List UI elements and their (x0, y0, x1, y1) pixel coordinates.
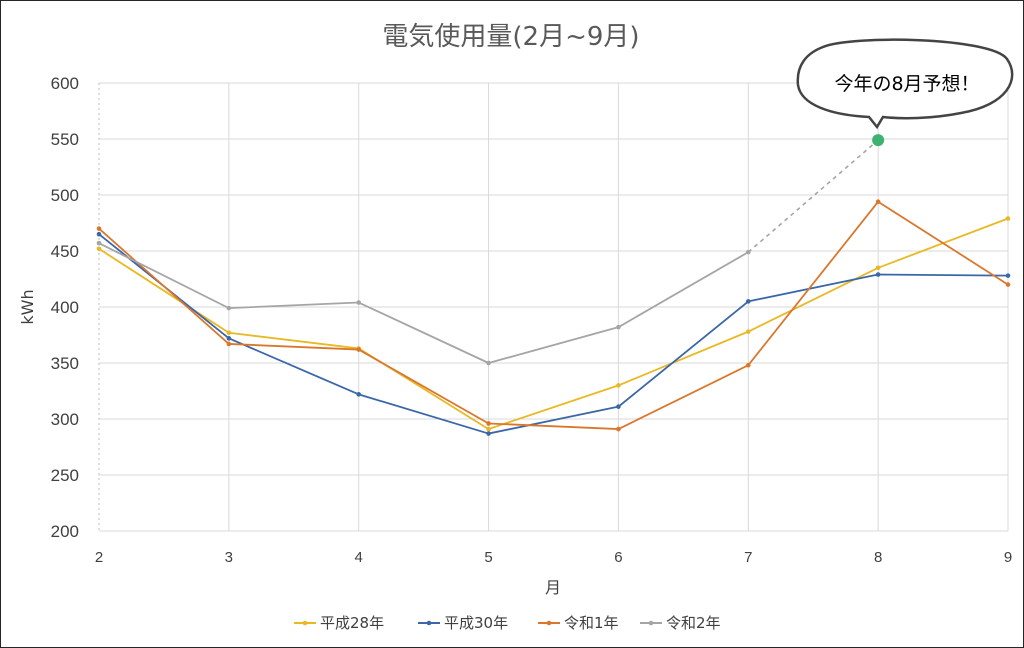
series-group (96, 231, 1011, 436)
data-point (96, 240, 102, 246)
data-point (226, 341, 232, 347)
legend-label: 令和1年 (564, 614, 619, 632)
x-tick-label: 5 (484, 549, 492, 566)
x-axis-label: 月 (545, 578, 561, 597)
data-point (226, 336, 232, 341)
x-tick-label: 4 (355, 549, 363, 566)
y-tick-label: 550 (51, 130, 79, 149)
data-point (616, 426, 621, 432)
series-line (98, 242, 749, 364)
data-point (356, 347, 362, 352)
series-lines (96, 199, 1011, 436)
data-point (486, 421, 491, 426)
legend-item: 令和1年 (538, 614, 619, 632)
y-tick-label: 600 (51, 74, 79, 93)
forecast (747, 134, 885, 253)
callout-bubble (796, 38, 1014, 130)
x-tick-label: 6 (614, 549, 622, 566)
series-line (98, 217, 1009, 430)
data-point (745, 299, 751, 304)
data-point (875, 272, 881, 277)
forecast-callout: 今年の8月予想！ (796, 38, 1014, 130)
data-point (356, 300, 362, 305)
y-tick-label: 450 (51, 242, 79, 261)
legend-marker (648, 620, 654, 626)
data-point (745, 329, 751, 334)
legend-label: 令和2年 (666, 614, 721, 632)
data-point (486, 360, 491, 366)
data-point (96, 246, 102, 252)
series-group (96, 240, 751, 366)
data-point (226, 330, 232, 336)
data-point (96, 226, 102, 231)
x-tick-label: 2 (95, 549, 103, 566)
legend: 平成28年 平成30年 令和1年 令和2年 (294, 614, 721, 632)
legend-item: 令和2年 (640, 614, 721, 632)
x-tick-label: 8 (874, 549, 882, 566)
x-axis-ticks: 2 3 4 5 6 7 8 9 (95, 549, 1012, 566)
y-tick-label: 250 (51, 466, 79, 485)
data-point (875, 199, 881, 205)
y-axis-ticks: 200 250 300 350 400 450 500 550 600 (51, 74, 79, 541)
series-group (96, 216, 1011, 432)
y-tick-label: 350 (51, 354, 79, 373)
x-tick-label: 9 (1004, 549, 1012, 566)
data-point (96, 231, 102, 237)
legend-label: 平成30年 (444, 614, 508, 632)
x-tick-label: 7 (744, 549, 752, 566)
y-tick-label: 300 (51, 410, 79, 429)
series-line (98, 200, 1009, 430)
data-point (486, 426, 491, 432)
series-line (98, 233, 1009, 435)
callout-text: 今年の8月予想！ (834, 73, 979, 95)
forecast-line (747, 139, 879, 253)
legend-marker (302, 620, 308, 626)
grid (98, 82, 1009, 532)
data-point (486, 431, 491, 436)
data-point (1005, 273, 1011, 278)
legend-label: 平成28年 (320, 614, 384, 632)
data-point (616, 404, 621, 409)
data-point (616, 324, 621, 330)
data-point (226, 305, 232, 311)
data-point (745, 362, 751, 368)
data-point (356, 392, 362, 397)
legend-marker (426, 620, 432, 626)
x-tick-label: 3 (225, 549, 233, 566)
legend-item: 平成28年 (294, 614, 384, 632)
y-tick-label: 200 (51, 522, 79, 541)
legend-item: 平成30年 (418, 614, 508, 632)
forecast-point (872, 134, 885, 147)
data-point (875, 265, 881, 271)
series-group (96, 199, 1011, 432)
data-point (616, 383, 621, 388)
data-point (1005, 216, 1011, 221)
y-tick-label: 500 (51, 186, 79, 205)
y-tick-label: 400 (51, 298, 79, 317)
y-axis-label: kWh (18, 289, 37, 324)
legend-marker (546, 620, 552, 626)
data-point (1005, 282, 1011, 287)
chart-title: 電気使用量(2月~9月) (382, 22, 639, 52)
